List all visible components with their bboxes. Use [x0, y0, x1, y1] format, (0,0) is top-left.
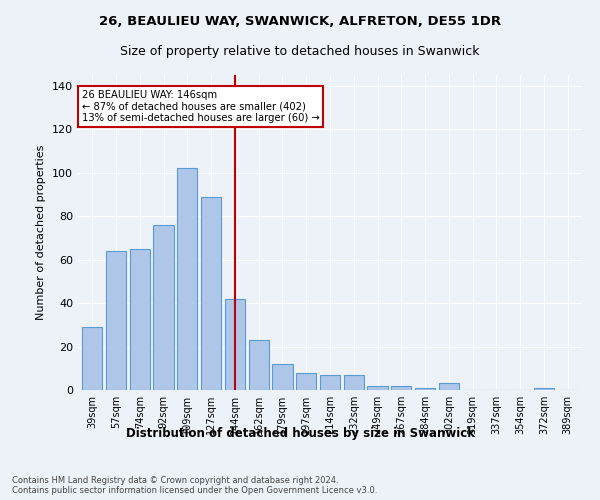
Bar: [272, 364, 293, 390]
Bar: [225, 299, 245, 390]
Bar: [248, 340, 269, 390]
Bar: [439, 384, 459, 390]
Y-axis label: Number of detached properties: Number of detached properties: [37, 145, 46, 320]
Bar: [320, 375, 340, 390]
Bar: [82, 327, 103, 390]
Text: 26, BEAULIEU WAY, SWANWICK, ALFRETON, DE55 1DR: 26, BEAULIEU WAY, SWANWICK, ALFRETON, DE…: [99, 15, 501, 28]
Bar: [177, 168, 197, 390]
Bar: [344, 375, 364, 390]
Bar: [534, 388, 554, 390]
Bar: [106, 251, 126, 390]
Bar: [130, 249, 150, 390]
Bar: [367, 386, 388, 390]
Text: Distribution of detached houses by size in Swanwick: Distribution of detached houses by size …: [125, 428, 475, 440]
Text: Size of property relative to detached houses in Swanwick: Size of property relative to detached ho…: [120, 45, 480, 58]
Bar: [201, 196, 221, 390]
Text: 26 BEAULIEU WAY: 146sqm
← 87% of detached houses are smaller (402)
13% of semi-d: 26 BEAULIEU WAY: 146sqm ← 87% of detache…: [82, 90, 319, 124]
Bar: [296, 372, 316, 390]
Bar: [154, 225, 173, 390]
Bar: [391, 386, 412, 390]
Bar: [415, 388, 435, 390]
Text: Contains HM Land Registry data © Crown copyright and database right 2024.
Contai: Contains HM Land Registry data © Crown c…: [12, 476, 377, 495]
